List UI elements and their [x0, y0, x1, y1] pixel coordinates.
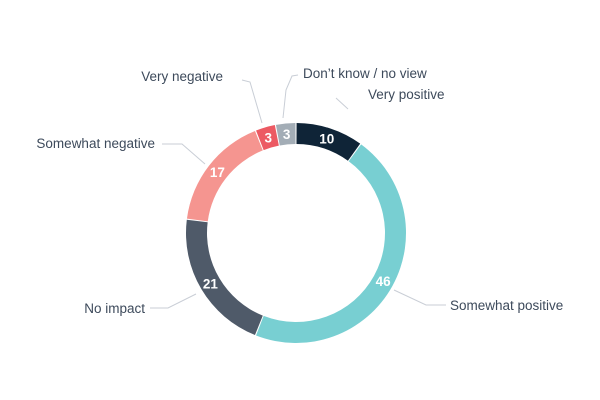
leader-line-very-positive: [335, 97, 349, 110]
category-label-somewhat-positive: Somewhat positive: [450, 298, 563, 313]
category-label-very-positive: Very positive: [368, 87, 445, 102]
slice-somewhat-negative: [186, 130, 263, 222]
leader-line-no-impact: [150, 293, 197, 309]
leader-line-don-t-know-no-view: [282, 74, 299, 119]
slice-no-impact: [186, 219, 263, 336]
value-label-don-t-know-no-view: 3: [283, 127, 291, 142]
value-label-very-positive: 10: [319, 131, 334, 146]
leader-line-somewhat-negative: [162, 143, 206, 165]
slice-very-negative: [256, 125, 279, 151]
category-label-don-t-know-no-view: Don’t know / no view: [303, 66, 427, 81]
slice-value-labels: 10 46 21 17 3 3: [203, 127, 391, 292]
value-label-no-impact: 21: [203, 277, 219, 292]
category-label-very-negative: Very negative: [141, 69, 223, 84]
leader-line-very-negative: [241, 79, 263, 124]
slice-very-positive: [296, 123, 361, 161]
category-label-no-impact: No impact: [84, 301, 145, 316]
slice-somewhat-positive: [256, 144, 406, 343]
category-label-somewhat-negative: Somewhat negative: [36, 136, 155, 151]
value-label-somewhat-positive: 46: [376, 274, 392, 289]
donut-slices: [186, 123, 406, 343]
category-labels: Very positive Somewhat positive No impact S…: [36, 66, 563, 316]
leader-line-somewhat-positive: [393, 289, 446, 306]
value-label-very-negative: 3: [264, 130, 272, 145]
leader-lines: [150, 74, 446, 309]
value-label-somewhat-negative: 17: [210, 165, 225, 180]
slice-don-t-know-no-view: [275, 123, 296, 146]
